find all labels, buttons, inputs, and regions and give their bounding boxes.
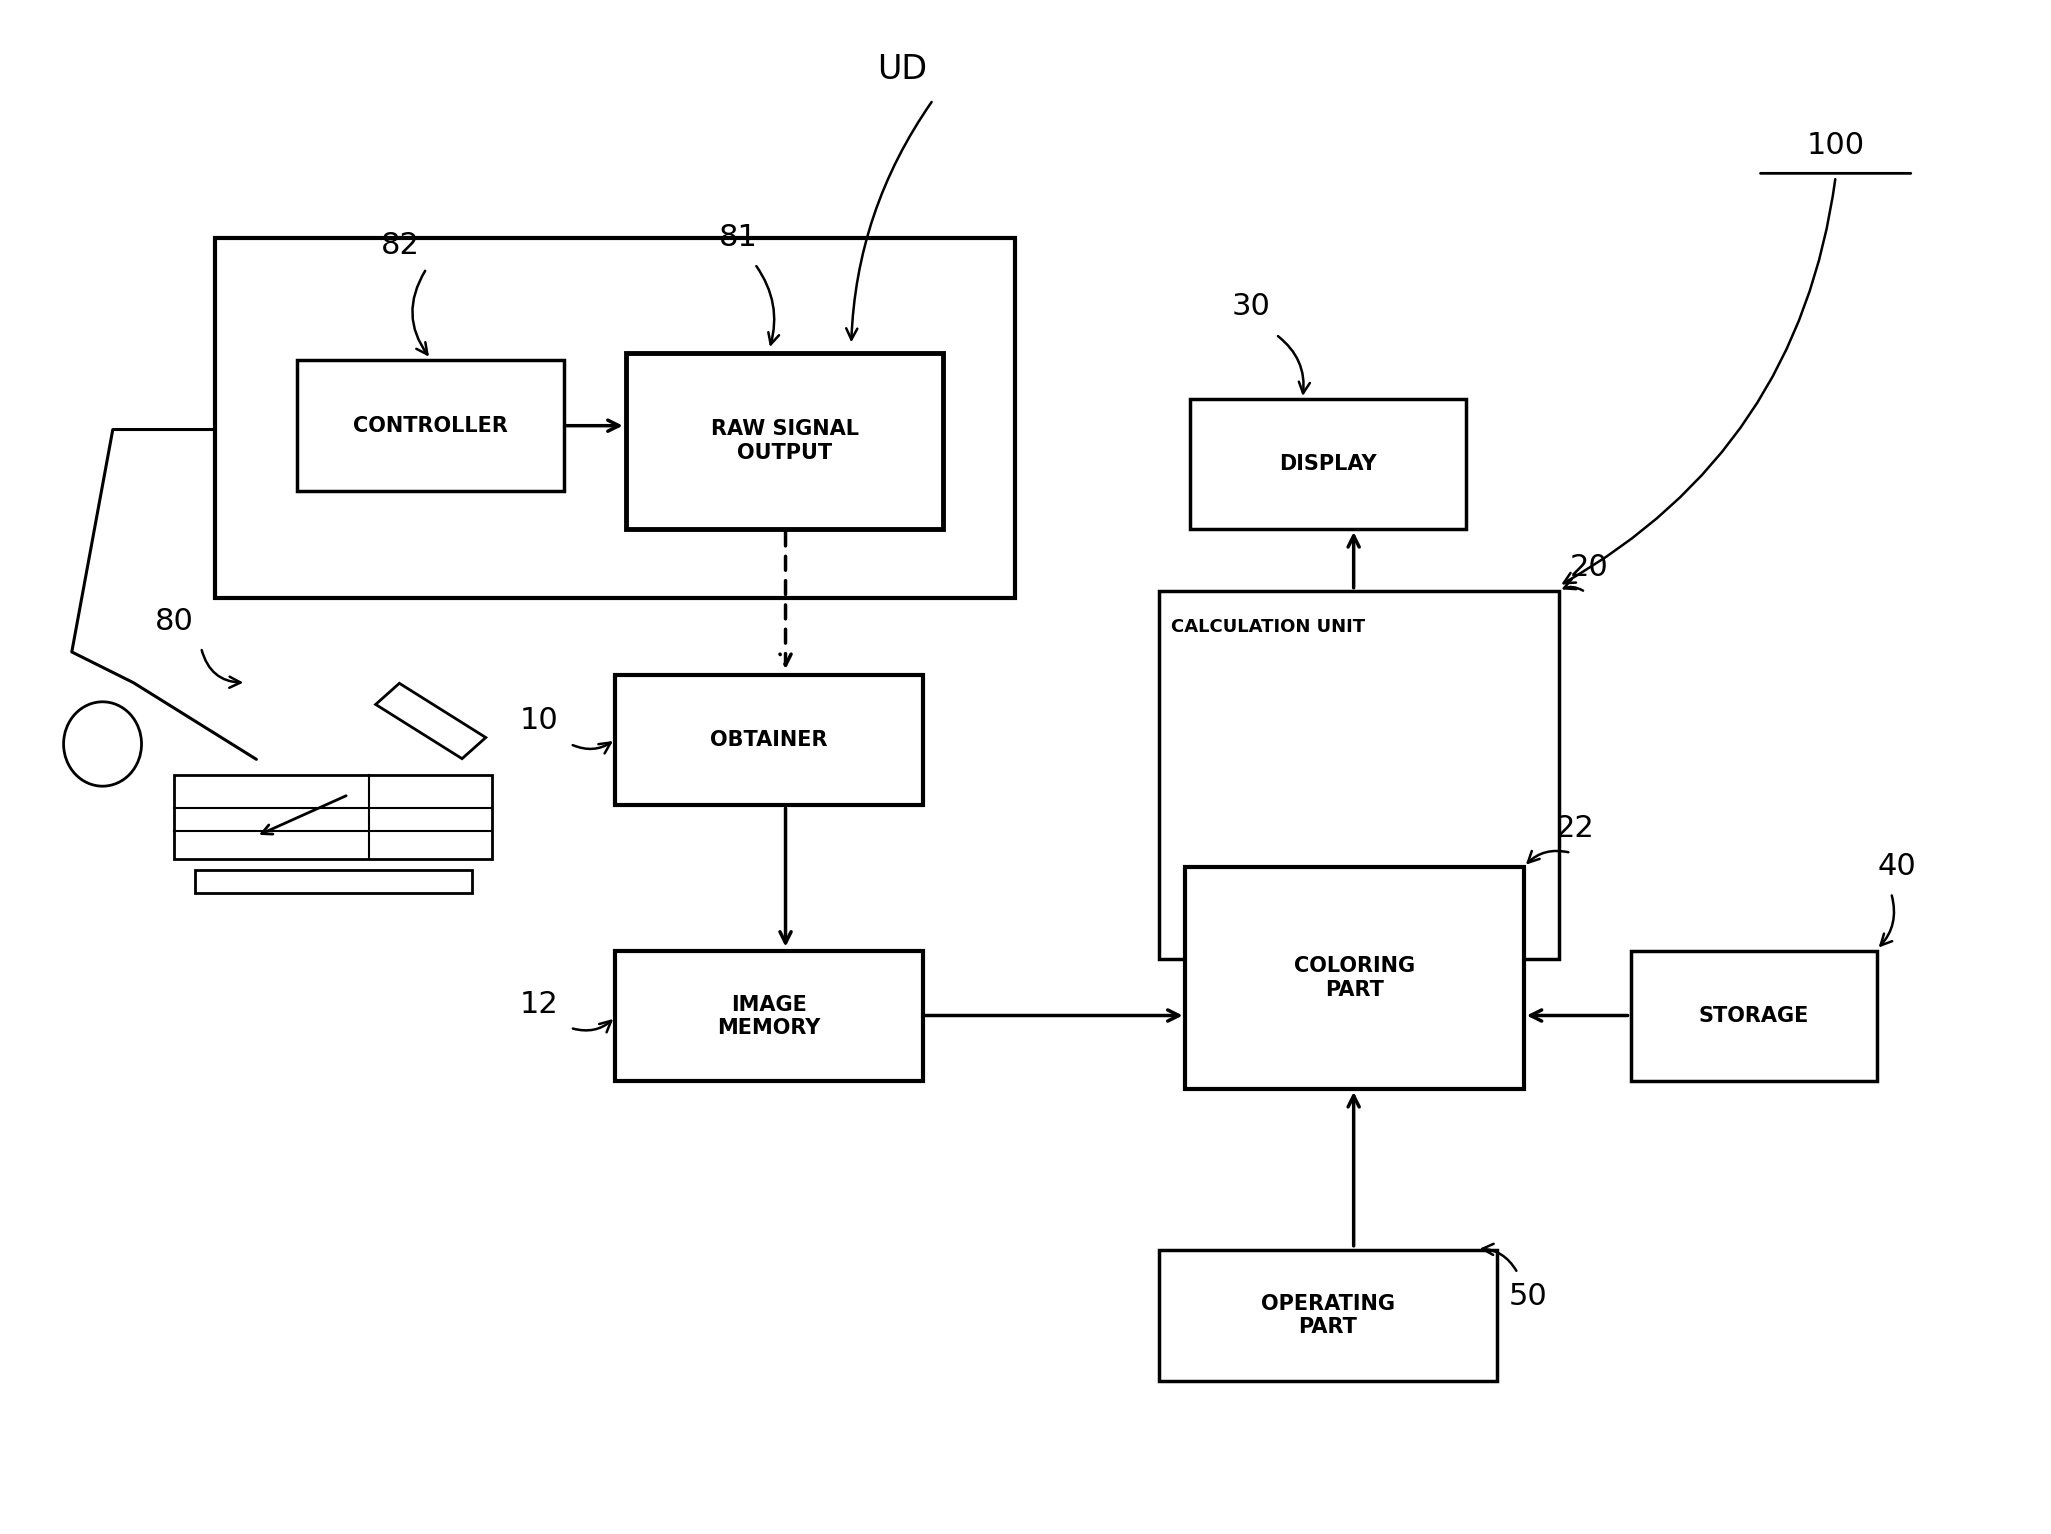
FancyBboxPatch shape bbox=[1631, 951, 1877, 1081]
Text: OPERATING
PART: OPERATING PART bbox=[1261, 1293, 1395, 1338]
Text: OBTAINER: OBTAINER bbox=[710, 730, 829, 750]
Text: 80: 80 bbox=[156, 607, 193, 635]
FancyBboxPatch shape bbox=[1185, 867, 1524, 1089]
Text: CONTROLLER: CONTROLLER bbox=[353, 416, 509, 436]
Text: 82: 82 bbox=[381, 232, 418, 259]
Text: 100: 100 bbox=[1807, 132, 1864, 160]
Text: STORAGE: STORAGE bbox=[1698, 1006, 1809, 1026]
Text: 12: 12 bbox=[521, 991, 558, 1019]
Text: 10: 10 bbox=[521, 707, 558, 735]
Text: 22: 22 bbox=[1557, 815, 1594, 842]
Text: 40: 40 bbox=[1879, 853, 1916, 881]
FancyBboxPatch shape bbox=[174, 775, 492, 859]
Text: RAW SIGNAL
OUTPUT: RAW SIGNAL OUTPUT bbox=[710, 419, 859, 463]
FancyBboxPatch shape bbox=[215, 238, 1015, 598]
Text: 20: 20 bbox=[1571, 554, 1608, 581]
FancyBboxPatch shape bbox=[615, 675, 923, 805]
FancyBboxPatch shape bbox=[375, 683, 486, 759]
FancyBboxPatch shape bbox=[195, 870, 472, 893]
Ellipse shape bbox=[64, 703, 142, 787]
Text: DISPLAY: DISPLAY bbox=[1280, 454, 1376, 474]
Text: UD: UD bbox=[878, 52, 927, 86]
Text: 50: 50 bbox=[1510, 1282, 1546, 1310]
FancyBboxPatch shape bbox=[1190, 399, 1466, 529]
Text: 81: 81 bbox=[720, 224, 757, 252]
Text: COLORING
PART: COLORING PART bbox=[1294, 956, 1415, 1000]
FancyBboxPatch shape bbox=[1159, 591, 1559, 959]
FancyBboxPatch shape bbox=[1159, 1250, 1497, 1381]
FancyBboxPatch shape bbox=[626, 353, 943, 529]
Text: CALCULATION UNIT: CALCULATION UNIT bbox=[1171, 618, 1366, 637]
Text: IMAGE
MEMORY: IMAGE MEMORY bbox=[718, 994, 820, 1039]
Text: 30: 30 bbox=[1233, 293, 1270, 321]
FancyBboxPatch shape bbox=[297, 360, 564, 491]
FancyBboxPatch shape bbox=[615, 951, 923, 1081]
